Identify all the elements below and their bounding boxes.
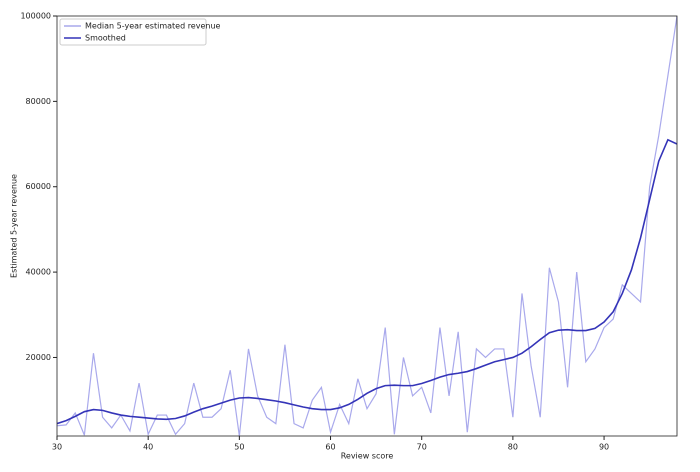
- y-tick-label: 20000: [26, 353, 51, 362]
- y-tick-label: 100000: [20, 12, 51, 21]
- series-line: [57, 16, 677, 436]
- y-tick-label: 60000: [26, 182, 51, 191]
- y-axis-label: Estimated 5-year revenue: [10, 174, 19, 278]
- x-tick-label: 80: [508, 443, 518, 452]
- series-line: [57, 138, 677, 425]
- x-tick-label: 40: [143, 443, 153, 452]
- legend-box: [59, 18, 207, 46]
- y-tick-label: 80000: [26, 97, 51, 106]
- legend-label: Smoothed: [85, 34, 126, 43]
- x-tick-label: 30: [52, 443, 62, 452]
- x-axis-label: Review score: [341, 452, 394, 461]
- x-tick-label: 90: [599, 443, 609, 452]
- x-tick-label: 60: [325, 443, 335, 452]
- y-tick-label: 40000: [26, 268, 51, 277]
- x-tick-label: 70: [417, 443, 427, 452]
- legend-label: Median 5-year estimated revenue: [85, 22, 221, 31]
- x-tick-label: 50: [234, 443, 244, 452]
- plot-frame: [56, 15, 678, 437]
